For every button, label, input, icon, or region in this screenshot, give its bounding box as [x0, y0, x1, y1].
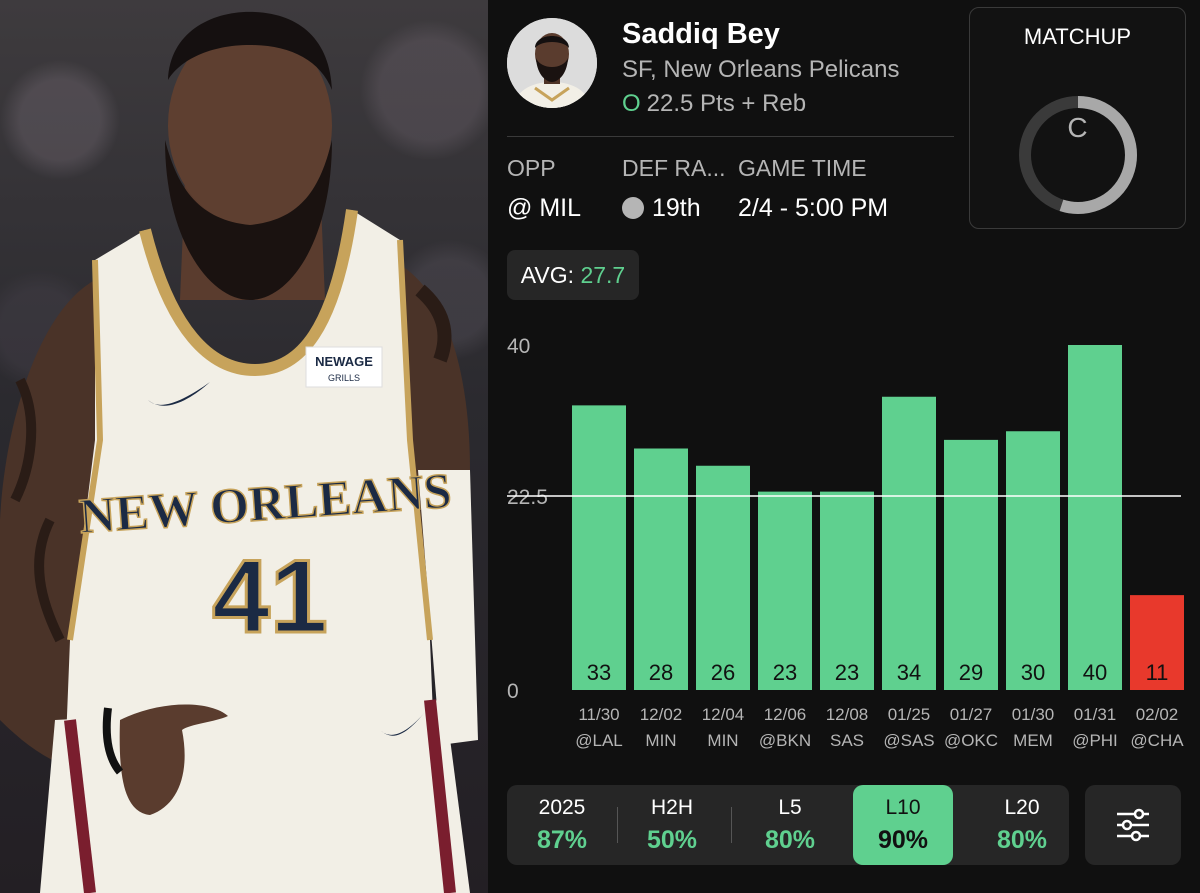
x-tick-opponent: MIN [645, 731, 676, 750]
jersey-number: 41 [212, 539, 328, 655]
prop-card: Saddiq Bey SF, New Orleans Pelicans O 22.… [488, 0, 1200, 893]
tab-label: L20 [1004, 796, 1040, 819]
sliders-icon [1117, 808, 1149, 842]
tab-h2h[interactable]: H2H 50% [617, 785, 727, 865]
bar-02-02 [1130, 595, 1184, 690]
header-divider [507, 136, 954, 137]
bar-12-04 [696, 465, 750, 690]
prop-line-text: 22.5 Pts + Reb [646, 90, 807, 117]
tab-label: H2H [650, 796, 693, 819]
bar-value-label: 29 [959, 660, 983, 685]
y-tick-label: 40 [507, 335, 530, 358]
x-tick-date: 02/02 [1136, 705, 1179, 724]
average-label: AVG: [520, 262, 575, 288]
x-tick-date: 01/27 [950, 705, 993, 724]
filter-button[interactable] [1085, 785, 1181, 865]
player-illustration: NEWAGE GRILLS NEW ORLEANS 41 [0, 11, 478, 893]
tab-l10[interactable]: L10 90% [853, 785, 953, 865]
matchup-ring [1019, 96, 1137, 214]
bar-01-31 [1068, 345, 1122, 690]
tab-value: 90% [877, 826, 929, 854]
def-rank-label: DEF RA... [622, 155, 726, 181]
prop-line: O 22.5 Pts + Reb [622, 90, 806, 118]
x-tick-date: 12/02 [640, 705, 683, 724]
x-tick-date: 11/30 [578, 705, 619, 724]
bar-value-label: 34 [897, 660, 921, 685]
x-tick-opponent: MIN [707, 731, 738, 750]
matchup-grade: C [1067, 112, 1088, 143]
matchup-card[interactable]: MATCHUP C [969, 7, 1186, 229]
bar-01-27 [944, 439, 998, 690]
opp-label: OPP [507, 155, 556, 181]
opp-value: @ MIL [507, 194, 581, 222]
tab-value: 80% [996, 826, 1048, 854]
game-time-label: GAME TIME [738, 155, 867, 181]
rank-dot-icon [622, 197, 644, 219]
tab-label: L10 [885, 796, 921, 819]
over-under-marker: O [622, 90, 641, 117]
x-tick-opponent: @SAS [883, 731, 934, 750]
matchup-title: MATCHUP [1023, 24, 1132, 49]
x-tick-date: 12/06 [764, 705, 807, 724]
bar-value-label: 30 [1021, 660, 1045, 685]
bar-value-label: 23 [773, 660, 797, 685]
tab-l20[interactable]: L20 80% [975, 785, 1069, 865]
game-log-chart: 0 22.5 40 33 11/30 @LAL 28 12/02 MIN 26 12/04 MIN 23… [507, 335, 1184, 750]
x-tick-date: 01/30 [1012, 705, 1055, 724]
bar-value-label: 11 [1146, 660, 1169, 685]
y-tick-label: 0 [507, 680, 519, 703]
tab-separator [731, 807, 732, 843]
x-tick-opponent: @LAL [575, 731, 623, 750]
tab-separator [617, 807, 618, 843]
x-tick-opponent: @CHA [1130, 731, 1184, 750]
bar-value-label: 23 [835, 660, 859, 685]
tab-value: 80% [764, 826, 816, 854]
split-tabs: 2025 87% H2H 50% L5 80% L10 90% L20 80% [507, 785, 1069, 865]
tab-label: L5 [778, 796, 802, 819]
player-name: Saddiq Bey [622, 18, 780, 50]
def-rank-value: 19th [622, 194, 701, 223]
tab-value: 87% [536, 826, 588, 854]
bar-12-02 [634, 448, 688, 690]
bar-value-label: 33 [587, 660, 611, 685]
x-tick-opponent: @OKC [944, 731, 998, 750]
bar-01-30 [1006, 431, 1060, 690]
tab-label: 2025 [538, 796, 586, 819]
average-pill: AVG: 27.7 [507, 250, 639, 300]
average-value: 27.7 [580, 262, 626, 288]
jersey-patch-top: NEWAGE [315, 354, 373, 369]
matchup-ring-fill [1019, 96, 1137, 214]
bar-12-08 [820, 491, 874, 690]
x-tick-opponent: SAS [830, 731, 864, 750]
x-tick-date: 01/25 [888, 705, 931, 724]
x-tick-date: 12/04 [702, 705, 745, 724]
x-tick-opponent: MEM [1013, 731, 1053, 750]
x-tick-opponent: @BKN [759, 731, 811, 750]
bar-value-label: 26 [711, 660, 735, 685]
bar-12-06 [758, 491, 812, 690]
game-time-value: 2/4 - 5:00 PM [738, 194, 889, 222]
bar-value-label: 28 [649, 660, 673, 685]
tab-value: 50% [646, 826, 698, 854]
player-avatar [507, 18, 597, 108]
bar-value-label: 40 [1083, 660, 1107, 685]
player-position-team: SF, New Orleans Pelicans [622, 56, 900, 83]
bar-01-25 [882, 396, 936, 690]
tab-l5[interactable]: L5 80% [735, 785, 845, 865]
x-tick-date: 12/08 [826, 705, 869, 724]
def-rank-text: 19th [652, 194, 701, 222]
bar-11-30 [572, 405, 626, 690]
player-photo: NEWAGE GRILLS NEW ORLEANS 41 [0, 0, 488, 893]
y-tick-label: 22.5 [507, 486, 548, 509]
x-tick-opponent: @PHI [1072, 731, 1118, 750]
tab-2025[interactable]: 2025 87% [507, 785, 617, 865]
jersey-patch-bottom: GRILLS [328, 373, 360, 383]
x-tick-date: 01/31 [1074, 705, 1117, 724]
